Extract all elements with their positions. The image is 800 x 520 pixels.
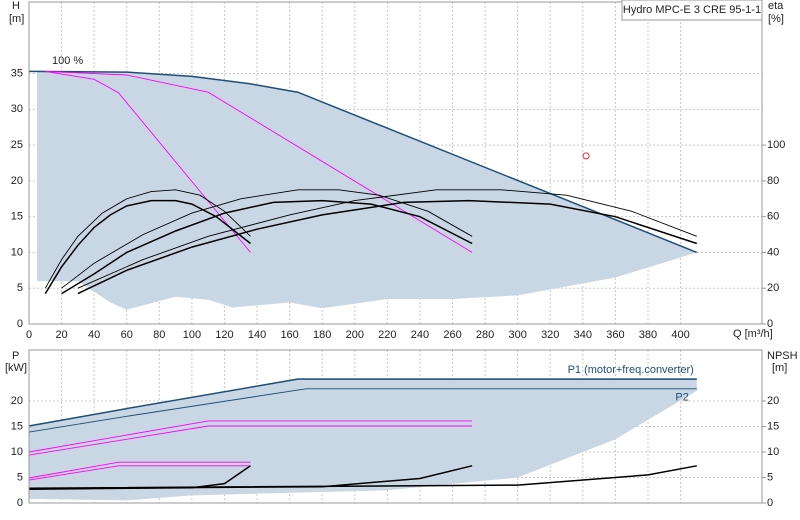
x-tick-label: 380 [639,329,657,341]
axis-label: NPSH [767,350,798,362]
y-tick-label: 5 [17,282,23,294]
curve [28,388,697,433]
y-tick-label: 10 [11,246,23,258]
y2-tick-label: 5 [767,471,773,483]
x-tick-label: 0 [26,329,32,341]
x-tick-label: 280 [476,329,494,341]
curve [44,189,251,289]
y-tick-label: 20 [11,175,23,187]
curve [61,189,473,289]
axis-label: H [12,0,20,12]
y-tick-label: 0 [17,497,23,509]
curve [44,199,251,294]
axis-label: [%] [768,13,784,25]
x-tick-label: 240 [411,329,429,341]
series-label: P2 [675,392,688,404]
y2-tick-label: 20 [767,282,779,294]
y2-tick-label: 20 [767,395,779,407]
curve [28,420,473,453]
y2-tick-label: 15 [767,420,779,432]
y2-tick-label: 60 [767,211,779,223]
plot-frame [28,349,763,504]
y-tick-label: 25 [11,139,23,151]
title-box [621,0,763,21]
y-tick-label: 30 [11,103,23,115]
curve [45,70,251,253]
y-tick-label: 20 [11,395,23,407]
y2-tick-label: 40 [767,246,779,258]
axis-label: [m] [772,362,787,374]
x-tick-label: 260 [443,329,461,341]
curve [28,70,698,254]
plot-frame [28,1,763,325]
operating-area [29,378,697,501]
annotation: 100 % [52,55,83,67]
x-tick-label: 120 [215,329,233,341]
y-tick-label: 5 [17,471,23,483]
operating-area [37,71,697,310]
y2-tick-label: 10 [767,446,779,458]
series-label: P1 (motor+freq.converter) [568,364,694,376]
y2-tick-label: 0 [767,497,773,509]
x-tick-label: 300 [508,329,526,341]
axis-label: [m] [9,13,24,25]
y-tick-label: 15 [11,211,23,223]
x-tick-label: 100 [183,329,201,341]
axis-label: eta [768,0,784,12]
axis-label: Q [m³/h] [733,328,773,340]
x-tick-label: 340 [574,329,592,341]
x-tick-label: 80 [153,329,165,341]
curve [28,461,251,479]
x-tick-label: 400 [671,329,689,341]
x-tick-label: 160 [280,329,298,341]
axis-label: P [12,350,19,362]
curve [28,425,473,456]
chart-title: Hydro MPC-E 3 CRE 95-1-1 [623,4,761,16]
axis-label: [kW] [5,362,27,374]
y2-tick-label: 100 [767,139,785,151]
curve [77,199,698,295]
y-tick-label: 35 [11,67,23,79]
curve [77,189,697,289]
y-tick-label: 0 [17,318,23,330]
curve [28,465,251,481]
x-tick-label: 40 [88,329,100,341]
x-tick-label: 180 [313,329,331,341]
curve [28,378,697,427]
y-tick-label: 10 [11,446,23,458]
x-tick-label: 140 [248,329,266,341]
x-tick-label: 60 [121,329,133,341]
duty-point [582,152,590,160]
y-tick-label: 15 [11,420,23,432]
curve [45,70,473,253]
x-tick-label: 20 [55,329,67,341]
x-tick-label: 220 [378,329,396,341]
y2-tick-label: 0 [767,318,773,330]
curve [28,465,697,489]
y2-tick-label: 80 [767,175,779,187]
x-tick-label: 200 [346,329,364,341]
curve [61,199,473,295]
x-tick-label: 360 [606,329,624,341]
x-tick-label: 320 [541,329,559,341]
